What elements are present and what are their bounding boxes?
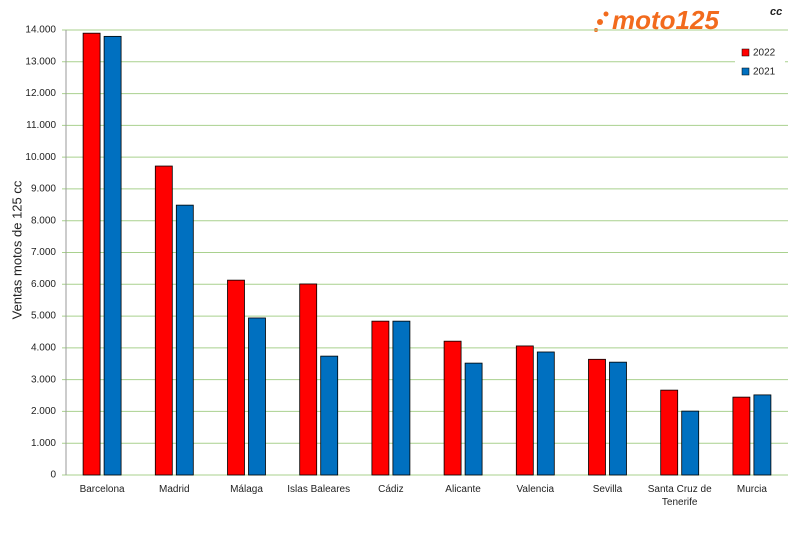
bar [392, 320, 411, 476]
x-tick-label: Málaga [230, 484, 263, 495]
bar [732, 396, 751, 476]
bar [154, 165, 173, 476]
bar [588, 358, 606, 476]
x-tick-label: Alicante [445, 484, 481, 495]
bar [103, 35, 122, 476]
y-tick-label: 2.000 [31, 406, 56, 417]
y-axis-title: Ventas motos de 125 cc [9, 180, 24, 319]
legend-label: 2021 [753, 67, 776, 78]
x-tick-label: Islas Baleares [287, 484, 351, 495]
legend-label: 2022 [753, 48, 776, 59]
bar [464, 362, 483, 476]
legend-swatch [741, 67, 750, 76]
bar [371, 320, 390, 476]
x-tick-label: Murcia [736, 484, 767, 495]
bar [299, 283, 318, 476]
x-tick-label: Barcelona [79, 484, 125, 495]
y-tick-label: 8.000 [31, 215, 56, 226]
bar [660, 389, 679, 476]
y-tick-label: 10.000 [25, 152, 56, 163]
x-tick-label: Cádiz [378, 484, 404, 495]
bar [248, 317, 266, 476]
x-tick-label: Sevilla [592, 484, 623, 495]
bar [681, 410, 700, 476]
y-tick-label: 9.000 [31, 184, 56, 195]
y-tick-label: 13.000 [25, 56, 56, 67]
y-tick-label: 3.000 [31, 374, 56, 385]
legend-swatch [741, 48, 750, 57]
logo-dot [603, 11, 609, 17]
y-tick-label: 12.000 [25, 88, 56, 99]
y-tick-label: 6.000 [31, 279, 56, 290]
y-tick-label: 4.000 [31, 342, 56, 353]
bar [82, 32, 101, 476]
y-tick-label: 5.000 [31, 311, 56, 322]
y-tick-label: 0 [50, 470, 56, 481]
x-tick-label: Valencia [516, 484, 555, 495]
bar [753, 394, 772, 476]
bar [320, 355, 339, 476]
y-tick-label: 1.000 [31, 438, 56, 449]
bar [227, 279, 245, 476]
logo-suffix: cc [770, 6, 782, 18]
x-tick-label: Santa Cruz de Tenerife [647, 484, 712, 508]
bar [609, 361, 627, 476]
bar [515, 345, 534, 476]
logo-dot [597, 19, 603, 25]
bar [443, 340, 462, 476]
x-tick-label: Madrid [159, 484, 190, 495]
y-tick-label: 11.000 [26, 120, 56, 131]
y-tick-label: 14.000 [25, 25, 56, 36]
bar [175, 204, 194, 476]
bar [536, 351, 555, 476]
legend-box [735, 42, 785, 82]
y-tick-label: 7.000 [31, 247, 56, 258]
